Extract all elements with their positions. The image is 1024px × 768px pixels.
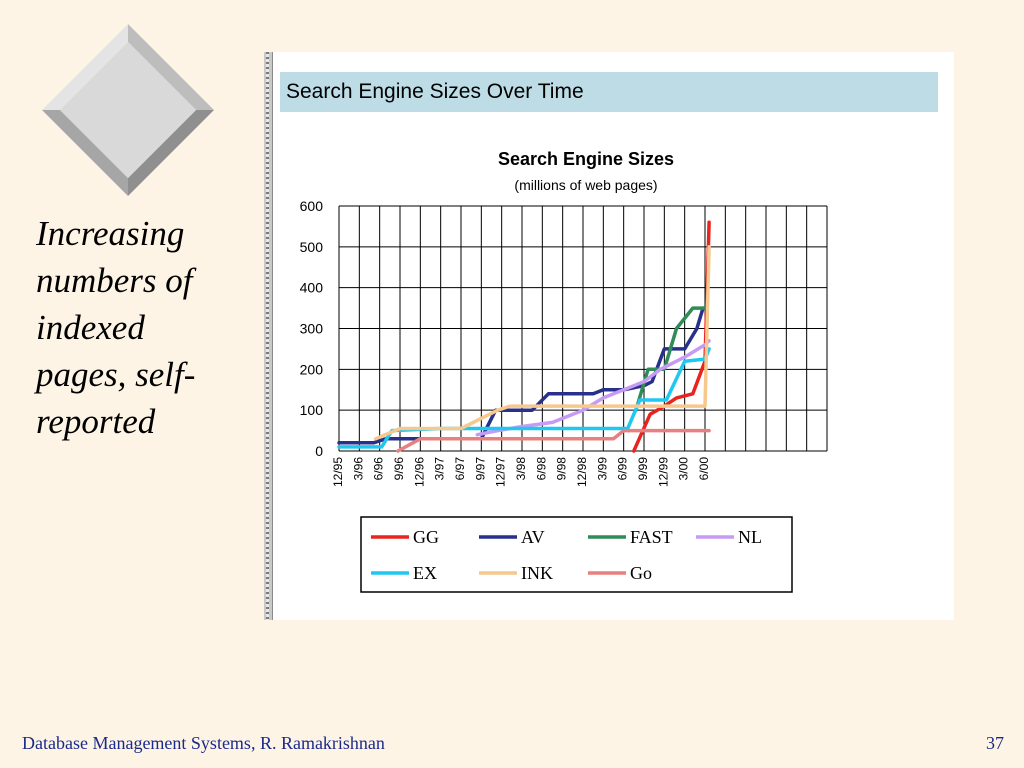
page-number: 37 xyxy=(986,733,1004,753)
x-tick-label: 3/96 xyxy=(351,457,365,481)
legend-label-ink: INK xyxy=(521,563,553,583)
x-tick-label: 3/00 xyxy=(677,457,691,481)
x-tick-label: 6/98 xyxy=(534,457,548,481)
bullet-line: reported xyxy=(36,402,156,441)
bullet-line: indexed xyxy=(36,308,145,347)
x-tick-label: 3/97 xyxy=(433,457,447,481)
x-tick-label: 6/00 xyxy=(697,457,711,481)
y-tick-label: 600 xyxy=(300,198,324,214)
chart-figure: Search Engine Sizes Over Time Search Eng… xyxy=(264,52,954,620)
chart-title: Search Engine Sizes xyxy=(498,149,674,169)
x-tick-label: 9/96 xyxy=(392,457,406,481)
y-tick-label: 400 xyxy=(300,280,324,296)
x-tick-label: 12/97 xyxy=(494,457,508,487)
x-tick-label: 9/98 xyxy=(555,457,569,481)
series-line-gg xyxy=(632,220,711,453)
diamond-face-bottom-right xyxy=(128,110,214,196)
bullet-line: Increasing xyxy=(36,214,185,253)
legend-label-nl: NL xyxy=(738,527,762,547)
diamond-face-bottom-left xyxy=(42,110,128,196)
y-tick-label: 0 xyxy=(315,443,323,459)
x-tick-label: 6/96 xyxy=(372,457,386,481)
chart-subtitle: (millions of web pages) xyxy=(514,177,657,193)
series-line-nl xyxy=(475,339,711,437)
series-line-fast xyxy=(634,306,709,412)
x-tick-label: 6/97 xyxy=(453,457,467,481)
bullet-text: Increasing numbers of indexed pages, sel… xyxy=(36,210,236,445)
legend-label-go: Go xyxy=(630,563,652,583)
y-tick-label: 200 xyxy=(300,361,324,377)
legend-label-av: AV xyxy=(521,527,545,547)
x-tick-label: 9/97 xyxy=(473,457,487,481)
legend-label-gg: GG xyxy=(413,527,439,547)
legend-label-fast: FAST xyxy=(630,527,673,547)
line-chart: Search Engine Sizes (millions of web page… xyxy=(300,149,828,593)
series-line-ink xyxy=(373,245,711,441)
legend-box xyxy=(360,516,793,593)
bullet-line: pages, self- xyxy=(36,355,196,394)
x-tick-label: 9/99 xyxy=(636,457,650,481)
x-tick-label: 3/99 xyxy=(595,457,609,481)
bullet-line: numbers of xyxy=(36,261,193,300)
y-tick-label: 100 xyxy=(300,402,324,418)
footer-credit: Database Management Systems, R. Ramakris… xyxy=(22,733,385,753)
figure-header-title: Search Engine Sizes Over Time xyxy=(286,80,584,103)
y-tick-label: 300 xyxy=(300,321,324,337)
x-tick-label: 6/99 xyxy=(616,457,630,481)
legend-label-ex: EX xyxy=(413,563,437,583)
x-tick-label: 12/98 xyxy=(575,457,589,487)
x-tick-label: 12/95 xyxy=(331,457,345,487)
x-tick-label: 12/99 xyxy=(656,457,670,487)
x-tick-label: 12/96 xyxy=(412,457,426,487)
diamond-bullet-icon xyxy=(42,24,214,196)
series-line-go xyxy=(396,428,711,453)
x-tick-label: 3/98 xyxy=(514,457,528,481)
figure-edge-perforation xyxy=(266,52,269,620)
diamond-face-top-right xyxy=(128,24,214,110)
diamond-face-top-left xyxy=(42,24,128,110)
y-tick-label: 500 xyxy=(300,239,324,255)
figure-header: Search Engine Sizes Over Time xyxy=(280,72,938,112)
diamond-center xyxy=(60,42,196,178)
